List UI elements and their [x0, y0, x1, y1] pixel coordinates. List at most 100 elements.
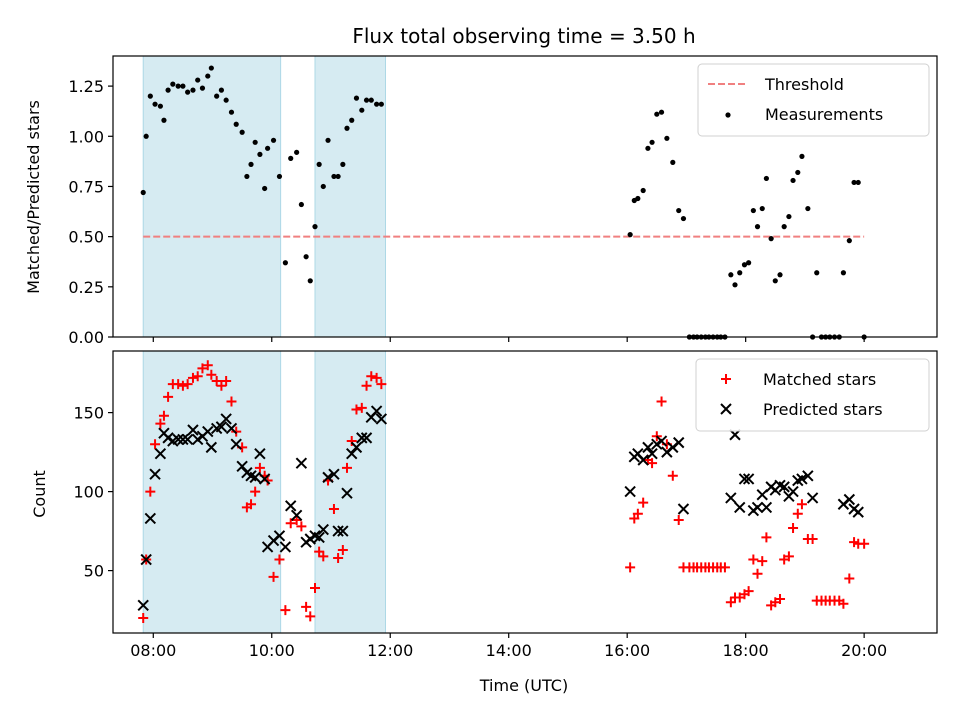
count-data-point — [337, 545, 348, 556]
count-data-point — [796, 499, 807, 510]
count-data-point — [290, 509, 303, 522]
count-data-point — [236, 460, 248, 473]
ratio-data-point — [248, 161, 254, 167]
ratio-data-point — [180, 83, 186, 89]
ratio-data-point — [840, 270, 847, 276]
count-data-point — [249, 471, 261, 484]
ratio-data-point — [223, 97, 229, 103]
ratio-data-point — [152, 101, 158, 107]
ratio-data-point — [855, 179, 861, 186]
ratio-data-point — [795, 169, 801, 176]
count-data-point — [295, 457, 308, 469]
ratio-y-tick-label: 0.75 — [68, 177, 104, 196]
count-data-point — [341, 462, 352, 473]
ratio-data-point — [335, 173, 341, 180]
count-data-point — [205, 441, 218, 454]
ratio-data-point — [790, 177, 796, 184]
count-data-point — [852, 506, 864, 518]
ratio-data-point — [276, 173, 283, 180]
count-x-tick-label: 10:00 — [249, 641, 295, 660]
ratio-data-point — [175, 83, 181, 89]
ratio-data-point — [658, 109, 665, 115]
count-data-point — [296, 521, 307, 532]
ratio-legend-measurement-swatch — [725, 112, 731, 118]
count-data-point — [341, 487, 353, 499]
count-data-point — [725, 492, 737, 504]
ratio-data-point — [851, 179, 857, 186]
ratio-data-point — [664, 135, 670, 141]
count-data-point — [783, 551, 794, 562]
x-axis-label: Time (UTC) — [479, 676, 568, 695]
ratio-data-point — [746, 260, 752, 266]
ratio-data-point — [640, 187, 646, 194]
count-data-point — [187, 424, 199, 436]
count-data-point — [216, 380, 227, 391]
count-data-point — [192, 371, 203, 382]
count-data-point — [250, 486, 261, 497]
ratio-data-point — [208, 65, 214, 71]
ratio-data-point — [161, 117, 167, 123]
ratio-data-point — [728, 272, 734, 278]
count-data-point — [356, 432, 368, 444]
ratio-y-tick-label: 1.25 — [68, 77, 104, 96]
count-data-point — [163, 391, 174, 402]
ratio-data-point — [325, 137, 331, 143]
count-data-point — [172, 433, 184, 446]
ratio-data-point — [252, 139, 258, 145]
count-data-point — [806, 492, 819, 504]
count-data-point — [322, 471, 334, 484]
ratio-data-point — [307, 278, 313, 284]
count-data-point — [154, 447, 167, 460]
count-data-point — [137, 599, 149, 612]
ratio-data-point — [190, 87, 196, 93]
count-y-axis-label: Count — [30, 470, 49, 518]
ratio-data-point — [786, 213, 792, 220]
count-y-tick-label: 50 — [84, 562, 104, 581]
count-data-point — [150, 439, 161, 450]
count-data-point — [802, 470, 814, 482]
count-data-point — [328, 503, 339, 514]
ratio-data-point — [799, 153, 805, 159]
ratio-legend-box — [697, 63, 930, 137]
count-legend-matched-swatch — [721, 374, 731, 384]
ratio-legend: Threshold Measurements — [697, 63, 930, 137]
ratio-data-point — [759, 205, 765, 212]
count-y-tick-label: 100 — [73, 483, 104, 502]
count-data-point — [667, 470, 678, 481]
ratio-y-axis-label: Matched/Predicted stars — [24, 100, 43, 294]
count-data-point — [738, 473, 751, 485]
ratio-data-point — [320, 183, 326, 190]
count-data-point — [346, 447, 358, 460]
count-data-point — [313, 531, 325, 544]
chart-title: Flux total observing time = 3.50 h — [352, 24, 695, 48]
ratio-data-point — [754, 224, 761, 230]
ratio-data-point — [244, 173, 250, 180]
count-data-point — [375, 413, 388, 425]
ratio-y-tick-label: 0.50 — [68, 228, 104, 247]
count-data-point — [350, 441, 363, 454]
count-data-point — [202, 425, 214, 438]
count-x-tick-label: 20:00 — [841, 641, 887, 660]
count-legend-box — [695, 358, 930, 432]
ratio-data-point — [214, 93, 220, 99]
count-data-point — [197, 363, 208, 374]
count-data-point — [274, 554, 285, 565]
count-data-point — [756, 489, 768, 501]
ratio-data-point — [282, 260, 288, 266]
ratio-data-point — [768, 236, 774, 242]
count-data-point — [173, 379, 184, 390]
count-data-point — [254, 447, 266, 460]
count-shaded-interval — [314, 350, 386, 634]
count-x-tick-label: 18:00 — [723, 641, 769, 660]
ratio-legend-label: Threshold — [764, 75, 844, 94]
ratio-y-tick-label: 1.00 — [68, 127, 104, 146]
count-data-point — [140, 553, 152, 566]
count-data-point — [182, 379, 193, 390]
count-data-point — [792, 508, 803, 519]
ratio-data-point — [368, 97, 374, 103]
count-data-point — [328, 468, 340, 480]
ratio-data-point — [270, 137, 277, 143]
count-data-point — [285, 500, 297, 512]
count-data-point — [642, 441, 654, 454]
